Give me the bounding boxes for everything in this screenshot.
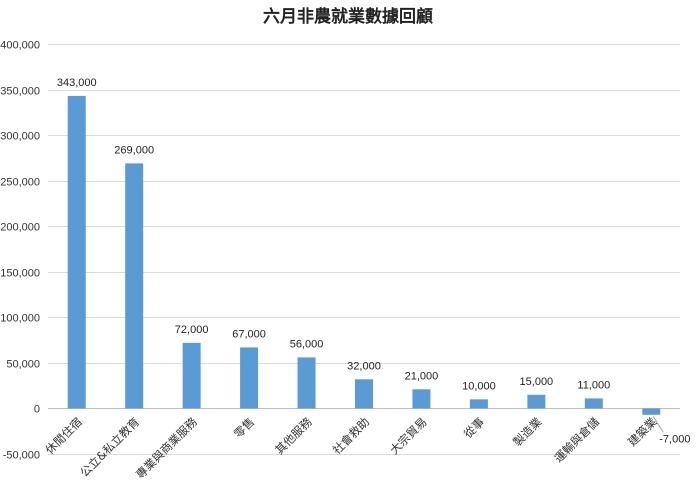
data-label: 10,000 [462, 380, 496, 392]
y-axis-ticks: -50,000 0 50,000 100,000 150,000 200,000 250,0… [0, 40, 40, 462]
data-label: -7,000 [659, 433, 690, 445]
bar [527, 394, 546, 409]
x-tick-label: 休閒住宿 [42, 415, 84, 457]
data-label: 269,000 [114, 144, 154, 156]
x-tick-label: 大宗貿易 [387, 415, 429, 457]
x-tick-label: 公立&私立教育 [77, 415, 142, 480]
bar [412, 389, 431, 409]
x-tick-label: 零售 [231, 415, 257, 441]
x-tick-label: 社會救助 [330, 415, 372, 457]
y-tick-label: 300,000 [0, 131, 40, 143]
bar [182, 342, 201, 409]
bar [240, 347, 259, 409]
y-tick-label: 350,000 [0, 86, 40, 98]
data-label: 343,000 [57, 77, 97, 89]
bar [642, 408, 661, 415]
x-tick-label: 製造業 [510, 414, 545, 449]
data-label: 15,000 [520, 376, 554, 388]
bar [469, 399, 488, 409]
data-label: 67,000 [232, 328, 266, 340]
y-tick-label: 0 [34, 404, 40, 416]
data-label: 56,000 [290, 338, 324, 350]
bars [67, 95, 661, 415]
data-label: 72,000 [175, 324, 209, 336]
x-tick-label: 其他服務 [272, 414, 315, 457]
data-label: 21,000 [405, 370, 439, 382]
bar [125, 163, 144, 409]
bar [355, 379, 373, 409]
y-tick-label: 50,000 [6, 359, 40, 371]
data-label: 11,000 [577, 379, 610, 391]
y-tick-label: 150,000 [0, 268, 40, 280]
x-tick-label: 運輸與倉儲 [551, 414, 602, 465]
y-tick-label: 250,000 [0, 177, 40, 189]
x-tick-label: 專業與商業服務 [133, 414, 200, 481]
y-tick-label: 100,000 [0, 313, 40, 325]
x-tick-label: 建築業 [625, 414, 660, 449]
chart-title: 六月非農就業數據回顧 [263, 6, 433, 27]
bar [67, 95, 86, 409]
data-label-leader [652, 416, 664, 433]
data-labels: 343,000 269,000 72,000 67,000 56,000 32,000 21… [57, 77, 691, 446]
data-label: 32,000 [347, 360, 381, 372]
y-tick-label: 200,000 [0, 222, 40, 234]
y-tick-label: 400,000 [0, 40, 40, 52]
gridlines [48, 44, 680, 455]
bar [297, 357, 316, 409]
x-tick-label: 從事 [461, 415, 487, 441]
bar [584, 398, 603, 409]
y-tick-label: -50,000 [3, 450, 40, 462]
